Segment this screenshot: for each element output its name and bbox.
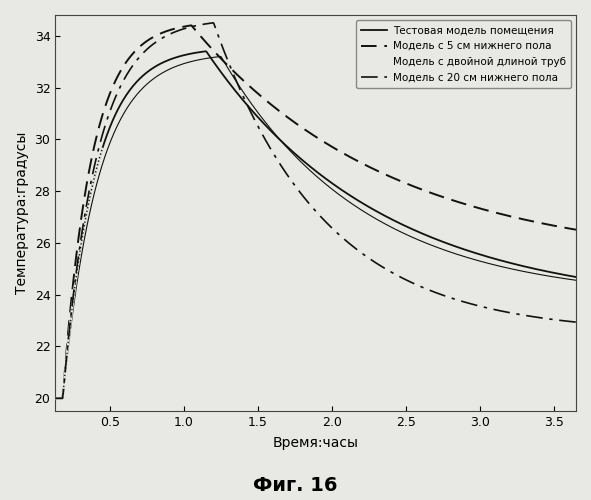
Y-axis label: Температура:градусы: Температура:градусы	[15, 132, 29, 294]
X-axis label: Время:часы: Время:часы	[272, 436, 359, 450]
Legend: Тестовая модель помещения, Модель с 5 см нижнего пола, Модель с двойной длиной т: Тестовая модель помещения, Модель с 5 см…	[356, 20, 571, 88]
Text: Фиг. 16: Фиг. 16	[254, 476, 337, 495]
